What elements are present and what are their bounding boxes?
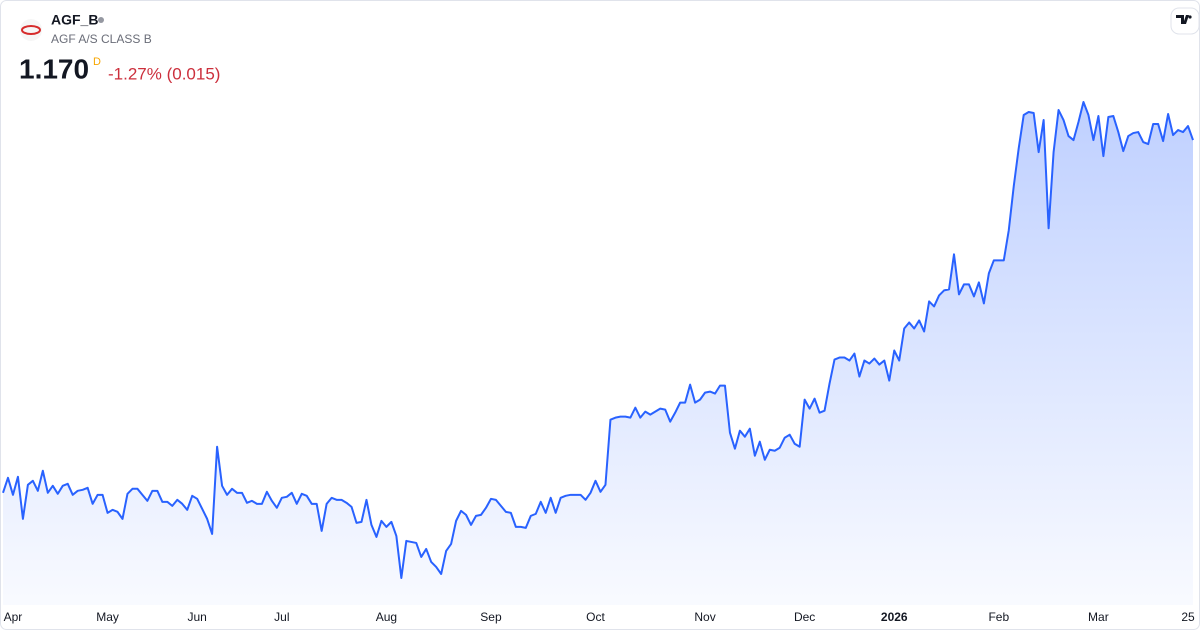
price-line <box>2 101 1194 579</box>
x-tick-label: Aug <box>376 610 397 624</box>
plot <box>2 101 1194 605</box>
change: -1.27% (0.015) <box>108 64 220 83</box>
x-tick-label: Jul <box>274 610 289 624</box>
tv-logo <box>1170 7 1200 35</box>
x-tick-label: Oct <box>586 610 605 624</box>
status-dot <box>98 17 104 23</box>
x-tick-label: Dec <box>794 610 815 624</box>
x-tick-label: Feb <box>988 610 1009 624</box>
logo <box>20 19 42 41</box>
x-tick-label: Nov <box>694 610 715 624</box>
x-tick-label: Apr <box>4 610 23 624</box>
company-name: AGF A/S CLASS B <box>51 32 152 46</box>
symbol: AGF_B <box>51 12 98 28</box>
x-tick-label: May <box>96 610 119 624</box>
x-tick-label: Mar <box>1088 610 1109 624</box>
x-tick-label: Sep <box>480 610 502 624</box>
x-tick-label: 25 <box>1181 610 1195 624</box>
x-tick-label: Jun <box>188 610 207 624</box>
area-fill <box>3 102 1193 605</box>
x-tick-label: 2026 <box>881 610 908 624</box>
price: 1.170 <box>19 53 89 84</box>
interval: D <box>93 56 101 68</box>
